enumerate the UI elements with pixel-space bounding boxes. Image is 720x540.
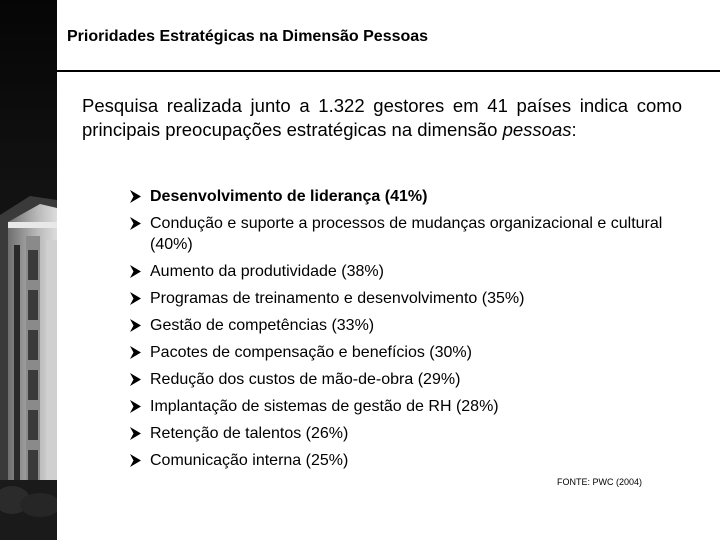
priority-label: Redução dos custos de mão-de-obra (29%) xyxy=(150,371,461,388)
arrowhead-bullet-icon xyxy=(130,190,141,203)
priority-item: Desenvolvimento de liderança (41%) xyxy=(128,186,688,207)
building-image xyxy=(0,0,57,540)
arrowhead-bullet-icon xyxy=(130,265,141,278)
priority-label: Comunicação interna (25%) xyxy=(150,452,349,469)
priority-label: Programas de treinamento e desenvolvimen… xyxy=(150,290,525,307)
intro-emphasis: pessoas xyxy=(502,119,572,140)
intro-paragraph: Pesquisa realizada junto a 1.322 gestore… xyxy=(82,94,682,142)
priority-label: Condução e suporte a processos de mudanç… xyxy=(150,215,663,253)
building-photo xyxy=(0,0,57,540)
arrowhead-bullet-icon xyxy=(130,400,141,413)
priority-item: Comunicação interna (25%) xyxy=(128,450,688,471)
priority-item: Aumento da produtividade (38%) xyxy=(128,261,688,282)
priority-item: Pacotes de compensação e benefícios (30%… xyxy=(128,342,688,363)
intro-text: Pesquisa realizada junto a 1.322 gestore… xyxy=(82,95,682,140)
priority-item: Programas de treinamento e desenvolvimen… xyxy=(128,288,688,309)
source-citation: FONTE: PWC (2004) xyxy=(557,477,643,487)
arrowhead-bullet-icon xyxy=(130,373,141,386)
slide-title: Prioridades Estratégicas na Dimensão Pes… xyxy=(67,28,429,45)
arrowhead-bullet-icon xyxy=(130,346,141,359)
arrowhead-bullet-icon xyxy=(130,292,141,305)
priority-item: Gestão de competências (33%) xyxy=(128,315,688,336)
arrowhead-bullet-icon xyxy=(130,454,141,467)
priority-label: Desenvolvimento de liderança (41%) xyxy=(150,188,428,205)
arrowhead-bullet-icon xyxy=(130,427,141,440)
intro-end: : xyxy=(571,119,577,140)
priority-list: Desenvolvimento de liderança (41%) Conduç… xyxy=(128,186,688,477)
arrowhead-bullet-icon xyxy=(130,319,141,332)
title-bar: Prioridades Estratégicas na Dimensão Pes… xyxy=(57,0,720,72)
priority-item: Condução e suporte a processos de mudanç… xyxy=(128,213,688,255)
priority-label: Pacotes de compensação e benefícios (30%… xyxy=(150,344,472,361)
priority-label: Implantação de sistemas de gestão de RH … xyxy=(150,398,499,415)
priority-item: Redução dos custos de mão-de-obra (29%) xyxy=(128,369,688,390)
priority-label: Retenção de talentos (26%) xyxy=(150,425,349,442)
priority-label: Aumento da produtividade (38%) xyxy=(150,263,384,280)
priority-label: Gestão de competências (33%) xyxy=(150,317,375,334)
priority-item: Retenção de talentos (26%) xyxy=(128,423,688,444)
arrowhead-bullet-icon xyxy=(130,217,141,230)
priority-item: Implantação de sistemas de gestão de RH … xyxy=(128,396,688,417)
